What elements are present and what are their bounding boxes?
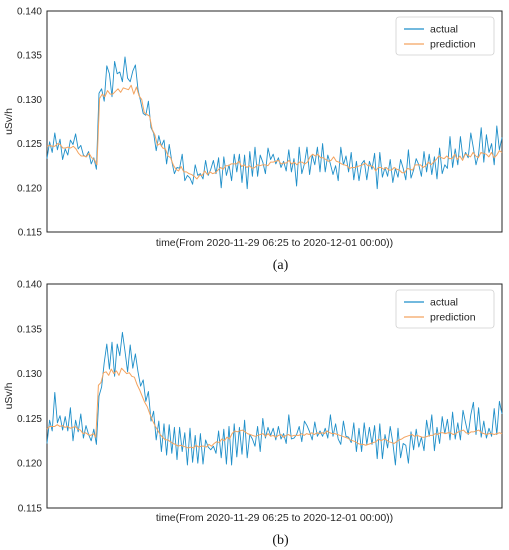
legend-box: [395, 16, 495, 56]
y-tick-label: 0.135: [17, 324, 42, 335]
legend-box: [395, 289, 495, 329]
y-tick-label: 0.140: [17, 7, 42, 18]
y-tick-label: 0.130: [17, 369, 42, 380]
y-tick-label: 0.125: [17, 139, 42, 150]
legend-label-prediction: prediction: [430, 39, 476, 51]
y-tick-label: 0.115: [18, 228, 43, 239]
series-line-actual: [46, 331, 503, 466]
chart-panel: 0.115 0.120 0.125 0.130 0.135 0.140 uSv/h time(…: [3, 280, 503, 548]
x-axis-label: time(From 2020-11-29 06:25 to 2020-12-01…: [156, 512, 393, 524]
y-tick-label: 0.135: [17, 51, 42, 62]
y-tick-label: 0.140: [17, 280, 42, 291]
y-tick-label: 0.120: [17, 459, 42, 470]
legend-label-prediction: prediction: [430, 312, 476, 324]
chart-panel: 0.115 0.120 0.125 0.130 0.135 0.140 uSv/h time(…: [3, 7, 503, 273]
series-line-prediction: [46, 367, 503, 449]
y-tick-label: 0.115: [18, 504, 43, 515]
legend: actual prediction: [395, 16, 495, 56]
series-line-prediction: [46, 84, 503, 180]
y-tick-label: 0.125: [17, 414, 42, 425]
y-axis-label: uSv/h: [3, 108, 15, 135]
legend-label-actual: actual: [430, 297, 458, 309]
x-axis-label: time(From 2020-11-29 06:25 to 2020-12-01…: [156, 237, 393, 249]
series-line-actual: [46, 56, 503, 190]
subfigure-caption: (b): [272, 533, 289, 548]
legend-label-actual: actual: [430, 24, 458, 36]
y-tick-label: 0.120: [17, 183, 42, 194]
y-tick-label: 0.130: [17, 95, 42, 106]
y-axis-label: uSv/h: [3, 382, 15, 409]
subfigure-caption: (a): [273, 258, 289, 273]
legend: actual prediction: [395, 289, 495, 329]
